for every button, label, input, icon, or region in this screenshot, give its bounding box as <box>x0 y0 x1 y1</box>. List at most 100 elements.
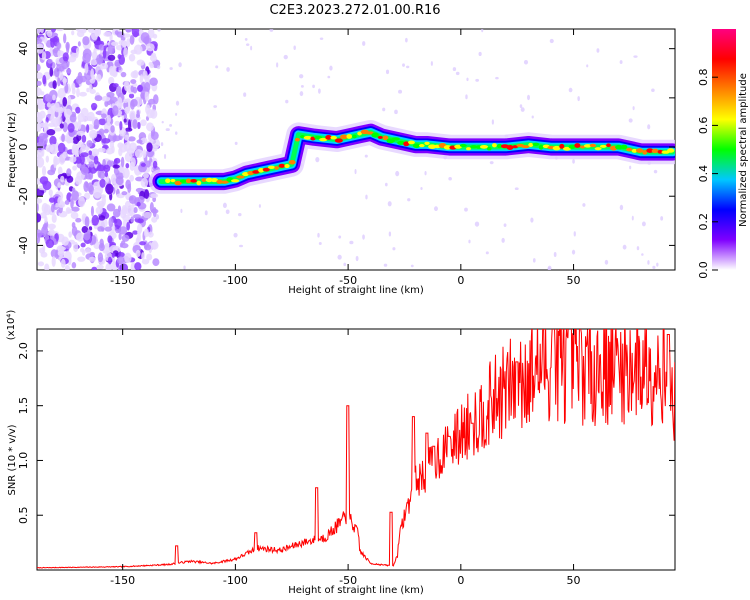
noise-dot <box>238 212 242 217</box>
noise-dot <box>337 254 342 260</box>
noise-dot <box>151 240 158 248</box>
noise-dot <box>489 161 494 165</box>
colorbar-tick-label: 0.6 <box>697 117 710 134</box>
noise-dot <box>91 51 98 61</box>
noise-dot <box>244 38 248 41</box>
noise-dot <box>420 186 423 190</box>
noise-dot <box>118 232 122 241</box>
noise-dot <box>141 258 150 265</box>
noise-dot <box>116 31 125 38</box>
noise-dot <box>107 54 116 61</box>
colorbar-ticks: 0.0 0.2 0.4 0.6 0.8 <box>697 68 718 279</box>
ridge-peak <box>174 180 182 186</box>
noise-dot <box>112 135 122 142</box>
ridge-peak <box>377 135 383 139</box>
ridge-peak <box>412 143 421 149</box>
noise-dot <box>145 43 155 52</box>
noise-dot <box>97 252 104 263</box>
noise-dot <box>125 29 132 33</box>
colorbar-ramp <box>712 29 736 270</box>
noise-dot <box>67 56 77 63</box>
noise-dot <box>596 48 600 53</box>
noise-dot <box>42 74 47 85</box>
noise-dot <box>76 87 80 98</box>
noise-dot <box>82 52 91 64</box>
noise-dot <box>137 121 141 130</box>
noise-dot <box>93 155 99 165</box>
noise-dot <box>407 198 411 202</box>
ridge-peak <box>185 178 192 184</box>
noise-dot <box>204 210 208 216</box>
noise-dot <box>71 187 76 193</box>
noise-dot <box>44 216 48 223</box>
ridge-peak <box>594 147 602 151</box>
snr-line <box>37 329 675 569</box>
noise-dot <box>329 65 333 71</box>
noise-dot <box>141 252 145 260</box>
noise-dot <box>532 258 536 263</box>
y-tick-label: 40 <box>17 42 30 56</box>
noise-dot <box>132 119 138 129</box>
noise-dot <box>54 102 60 113</box>
noise-dot <box>123 47 129 58</box>
colorbar-tick-label: 0.2 <box>697 213 710 231</box>
noise-dot <box>388 231 392 237</box>
noise-dot <box>144 189 150 200</box>
noise-dot <box>88 184 95 195</box>
noise-dot <box>45 239 55 249</box>
noise-dot <box>49 135 57 146</box>
noise-dot <box>56 29 64 32</box>
noise-dot <box>491 119 494 125</box>
noise-dot <box>71 262 77 269</box>
ridge-peak <box>642 149 648 155</box>
noise-dot <box>452 67 457 72</box>
noise-dot <box>88 150 92 156</box>
noise-dot <box>107 43 116 55</box>
noise-dot <box>123 39 127 48</box>
noise-dot <box>178 62 182 68</box>
noise-dot <box>424 170 427 176</box>
spectrogram-panel: -150 -100 -50 0 50 -40 -20 0 20 40 Height of stra… <box>7 28 676 296</box>
noise-dot <box>147 231 154 238</box>
noise-dot <box>117 205 122 213</box>
noise-dot <box>105 147 114 155</box>
ridge-peak <box>538 144 544 150</box>
noise-dot <box>636 246 640 251</box>
ridge-peak <box>646 148 654 153</box>
noise-dot <box>124 134 130 141</box>
noise-dot <box>169 123 173 127</box>
figure-title: C2E3.2023.272.01.00.R16 <box>269 3 440 18</box>
noise-dot <box>150 193 159 199</box>
noise-dot <box>79 91 88 97</box>
noise-dot <box>619 204 624 211</box>
noise-dot <box>91 234 97 245</box>
ridge-peak <box>346 133 353 139</box>
noise-dot <box>66 168 72 177</box>
noise-dot <box>37 229 43 239</box>
ridge-peak <box>303 135 312 140</box>
ridge-peak <box>657 149 664 154</box>
noise-dot <box>395 170 400 177</box>
snr-plot-area <box>37 329 675 569</box>
noise-dot <box>122 33 131 38</box>
noise-dot <box>71 30 75 36</box>
noise-dot <box>410 264 414 268</box>
noise-dot <box>84 63 89 74</box>
noise-dot <box>285 99 289 104</box>
noise-dot <box>99 178 106 188</box>
noise-dot <box>37 213 42 223</box>
noise-dot <box>57 77 61 87</box>
noise-dot <box>143 228 149 238</box>
noise-dot <box>338 235 342 239</box>
noise-dot <box>99 62 109 70</box>
ridge-peak <box>340 134 349 140</box>
noise-dot <box>130 157 136 167</box>
noise-dot <box>105 183 114 195</box>
noise-dot <box>116 256 125 265</box>
x-tick-label: 50 <box>567 274 581 287</box>
noise-dot <box>57 50 61 58</box>
noise-dot <box>98 171 106 179</box>
noise-dot <box>82 36 90 46</box>
noise-dot <box>103 31 112 37</box>
noise-dot <box>136 201 141 207</box>
